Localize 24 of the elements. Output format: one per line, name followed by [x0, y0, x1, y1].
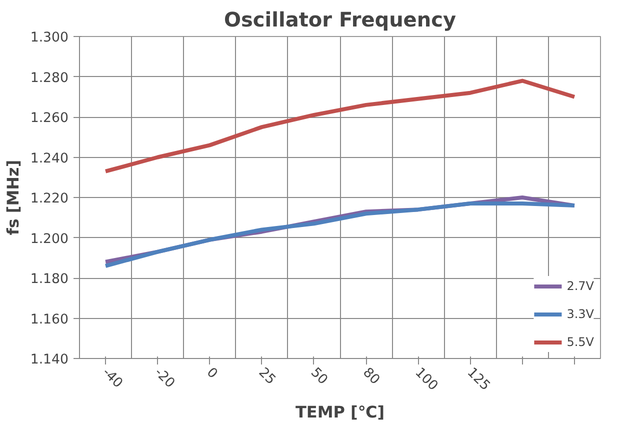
y-tick-label: 1.140 [30, 352, 68, 368]
y-tick-label: 1.220 [30, 192, 68, 206]
x-tick-label: 0 [203, 365, 220, 382]
legend-label: 3.3V [566, 307, 594, 321]
y-tick-label: 1.280 [30, 70, 68, 86]
y-tick-label: 1.160 [30, 312, 68, 328]
y-tick-label: 1.260 [30, 111, 68, 126]
y-tick-label: 1.180 [30, 272, 68, 287]
x-tick-label: -40 [99, 365, 126, 392]
legend-label: 2.7V [566, 279, 594, 293]
x-tick-label: 80 [360, 365, 382, 388]
legend-label: 5.5V [566, 335, 594, 349]
chart-title: Oscillator Frequency [224, 8, 456, 32]
y-axis-title: fs [MHz] [3, 160, 22, 236]
x-tick-label: 100 [412, 365, 440, 394]
y-tick-label: 1.240 [30, 151, 68, 166]
x-tick-label: -20 [151, 365, 178, 392]
y-tick-label: 1.200 [30, 232, 68, 247]
y-tick-label: 1.300 [30, 30, 68, 46]
x-tick-label: 125 [464, 365, 492, 394]
x-tick-label: 50 [308, 365, 330, 388]
line-series [104, 78, 576, 174]
x-tick-label: 25 [255, 365, 278, 388]
x-axis-title: TEMP [℃] [295, 402, 385, 422]
